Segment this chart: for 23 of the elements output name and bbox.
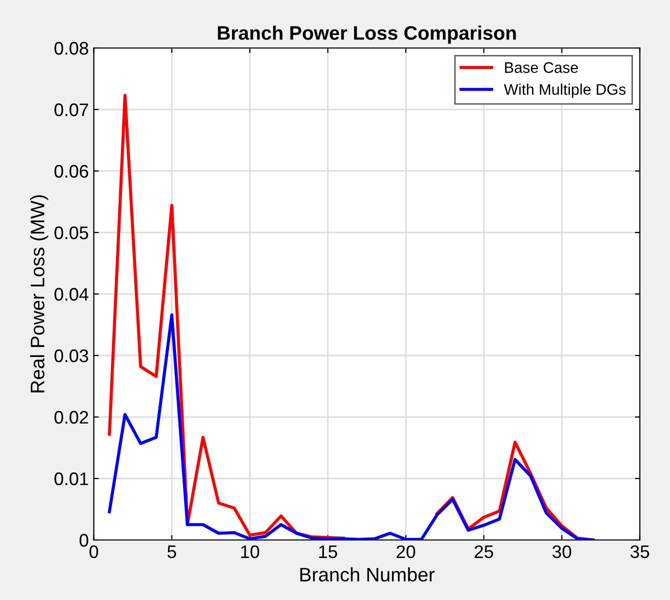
legend-label: Base Case [505,62,578,73]
x-tick-label: 35 [630,545,650,558]
x-tick-label: 25 [474,545,494,558]
x-tick-label: 0 [89,545,98,558]
legend-label: With Multiple DGs [504,84,626,98]
x-tick-label: 10 [241,545,260,558]
y-tick-label: 0.08 [54,42,88,55]
chart-title: Branch Power Loss Comparison [218,26,516,44]
x-tick-label: 15 [319,546,338,558]
x-tick-label: 5 [168,546,176,558]
x-tick-label: 30 [552,545,572,558]
y-tick-label: 0 [80,534,88,547]
line-series [108,313,595,540]
y-tick-label: 0.04 [54,288,88,301]
x-tick-label: 20 [396,545,416,558]
y-tick-label: 0.07 [54,103,88,116]
x-axis-title: Branch Number [300,567,435,582]
y-tick-label: 0.02 [54,410,88,424]
y-tick-label: 0.01 [54,472,88,486]
y-tick-label: 0.05 [54,226,88,240]
y-tick-label: 0.03 [54,349,88,362]
y-tick-label: 0.06 [54,164,88,178]
y-axis-title: Real Power Loss (MW) [30,195,48,392]
